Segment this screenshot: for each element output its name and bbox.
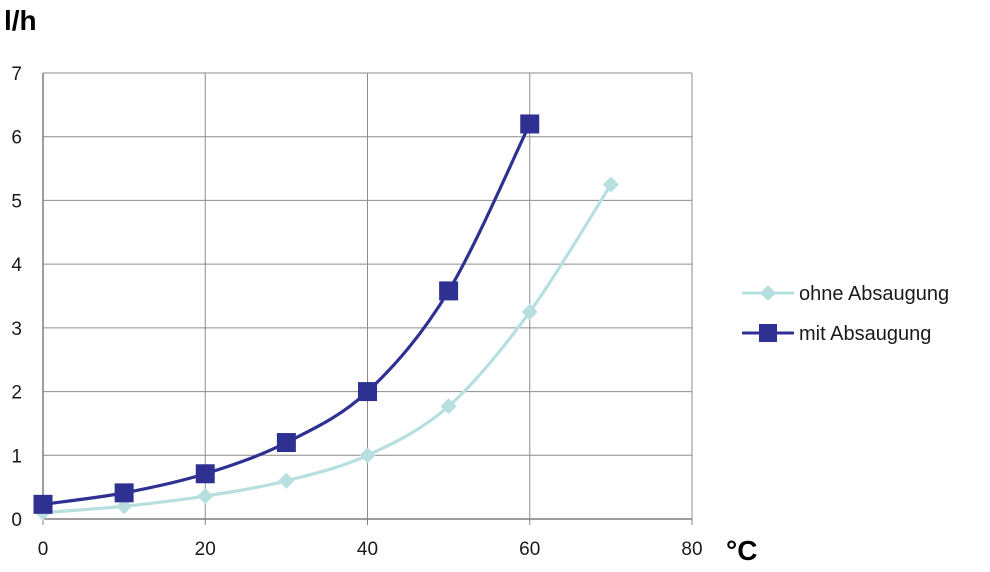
data-point-mit-absaugung xyxy=(195,464,215,484)
y-tick-label: 6 xyxy=(11,128,22,149)
x-tick-label: 20 xyxy=(195,539,216,560)
series-line-ohne-absaugung xyxy=(41,182,613,515)
data-point-mit-absaugung xyxy=(276,433,296,453)
x-tick-label: 60 xyxy=(519,539,540,560)
x-tick-label: 0 xyxy=(38,539,49,560)
y-tick-label: 2 xyxy=(11,383,22,404)
x-axis-label: °C xyxy=(726,535,757,566)
data-point-mit-absaugung xyxy=(358,382,377,402)
y-tick-label: 0 xyxy=(11,510,22,531)
data-point-ohne-absaugung xyxy=(197,488,214,505)
grid xyxy=(43,72,693,519)
data-markers xyxy=(33,114,619,521)
data-point-mit-absaugung xyxy=(439,281,459,301)
legend-label-ohne-absaugung: ohne Absaugung xyxy=(799,283,949,305)
data-point-ohne-absaugung xyxy=(440,398,457,415)
legend-marker-mit-absaugung xyxy=(759,324,777,342)
y-tick-label: 4 xyxy=(11,255,22,276)
y-tick-label: 3 xyxy=(11,319,22,340)
legend-item-ohne-absaugung: ohne Absaugung xyxy=(742,283,949,305)
data-point-mit-absaugung xyxy=(520,114,540,134)
series-lines xyxy=(41,122,613,515)
axes xyxy=(42,73,693,525)
data-point-ohne-absaugung xyxy=(278,472,295,489)
data-point-ohne-absaugung xyxy=(521,303,538,320)
y-tick-label: 7 xyxy=(11,64,22,85)
data-point-mit-absaugung xyxy=(33,494,53,514)
legend-label-mit-absaugung: mit Absaugung xyxy=(799,323,931,345)
data-point-mit-absaugung xyxy=(114,483,134,503)
data-point-ohne-absaugung xyxy=(359,447,376,464)
x-tick-label: 40 xyxy=(357,539,378,560)
y-tick-label: 1 xyxy=(11,446,22,467)
legend: ohne Absaugung mit Absaugung xyxy=(742,283,949,345)
legend-marker-ohne-absaugung xyxy=(760,285,776,301)
tick-labels: 0 1 2 3 4 5 6 7 0 20 40 60 80 xyxy=(11,64,702,560)
x-tick-label: 80 xyxy=(681,539,702,560)
y-tick-label: 5 xyxy=(11,191,22,212)
data-point-ohne-absaugung xyxy=(602,176,619,193)
legend-item-mit-absaugung: mit Absaugung xyxy=(742,323,931,345)
y-axis-label: l/h xyxy=(4,5,37,36)
